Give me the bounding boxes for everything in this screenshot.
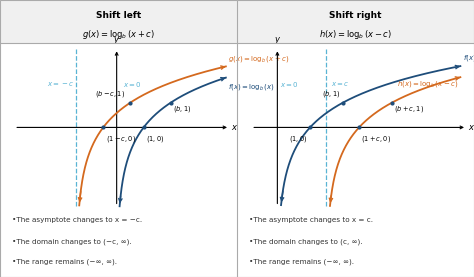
Text: $y$: $y$ bbox=[113, 35, 120, 46]
Text: $x = 0$: $x = 0$ bbox=[123, 79, 142, 88]
Text: •The asymptote changes to x = −c.: •The asymptote changes to x = −c. bbox=[12, 217, 142, 224]
Text: $f(x) = \log_b(x)$: $f(x) = \log_b(x)$ bbox=[463, 53, 474, 63]
Text: $(1 - c, 0)$: $(1 - c, 0)$ bbox=[106, 134, 136, 144]
Bar bbox=[237, 0, 474, 43]
Text: $(1, 0)$: $(1, 0)$ bbox=[146, 134, 164, 144]
Text: $(1 + c, 0)$: $(1 + c, 0)$ bbox=[361, 134, 392, 144]
Text: $x = -c$: $x = -c$ bbox=[46, 80, 74, 88]
Text: •The domain changes to (c, ∞).: •The domain changes to (c, ∞). bbox=[249, 238, 362, 245]
Text: $x$: $x$ bbox=[231, 123, 238, 132]
Text: $(b + c, 1)$: $(b + c, 1)$ bbox=[394, 104, 424, 114]
Text: $f(x) = \log_b(x)$: $f(x) = \log_b(x)$ bbox=[228, 82, 275, 92]
Text: $(b, 1)$: $(b, 1)$ bbox=[322, 89, 340, 99]
Text: •The range remains (−∞, ∞).: •The range remains (−∞, ∞). bbox=[249, 259, 354, 265]
Text: •The asymptote changes to x = c.: •The asymptote changes to x = c. bbox=[249, 217, 373, 224]
Bar bbox=[0, 0, 237, 43]
Text: $h(x) = \log_b(x - c)$: $h(x) = \log_b(x - c)$ bbox=[319, 28, 392, 41]
Text: $(b - c, 1)$: $(b - c, 1)$ bbox=[95, 89, 126, 99]
Text: •The domain changes to (−c, ∞).: •The domain changes to (−c, ∞). bbox=[12, 238, 131, 245]
Text: Shift right: Shift right bbox=[329, 11, 382, 19]
Text: $g(x) = \log_b(x + c)$: $g(x) = \log_b(x + c)$ bbox=[228, 54, 290, 64]
Text: Shift left: Shift left bbox=[96, 11, 141, 19]
Text: $(b, 1)$: $(b, 1)$ bbox=[173, 104, 191, 114]
Text: $y$: $y$ bbox=[274, 35, 281, 46]
Text: $x = c$: $x = c$ bbox=[331, 80, 350, 88]
Text: $h(x) = \log_b(x - c)$: $h(x) = \log_b(x - c)$ bbox=[397, 79, 458, 89]
Text: $x$: $x$ bbox=[468, 123, 474, 132]
Text: $g(x) = \log_b(x + c)$: $g(x) = \log_b(x + c)$ bbox=[82, 28, 155, 41]
Text: $(1, 0)$: $(1, 0)$ bbox=[289, 134, 308, 144]
Text: $x = 0$: $x = 0$ bbox=[280, 79, 299, 88]
Text: •The range remains (−∞, ∞).: •The range remains (−∞, ∞). bbox=[12, 259, 117, 265]
